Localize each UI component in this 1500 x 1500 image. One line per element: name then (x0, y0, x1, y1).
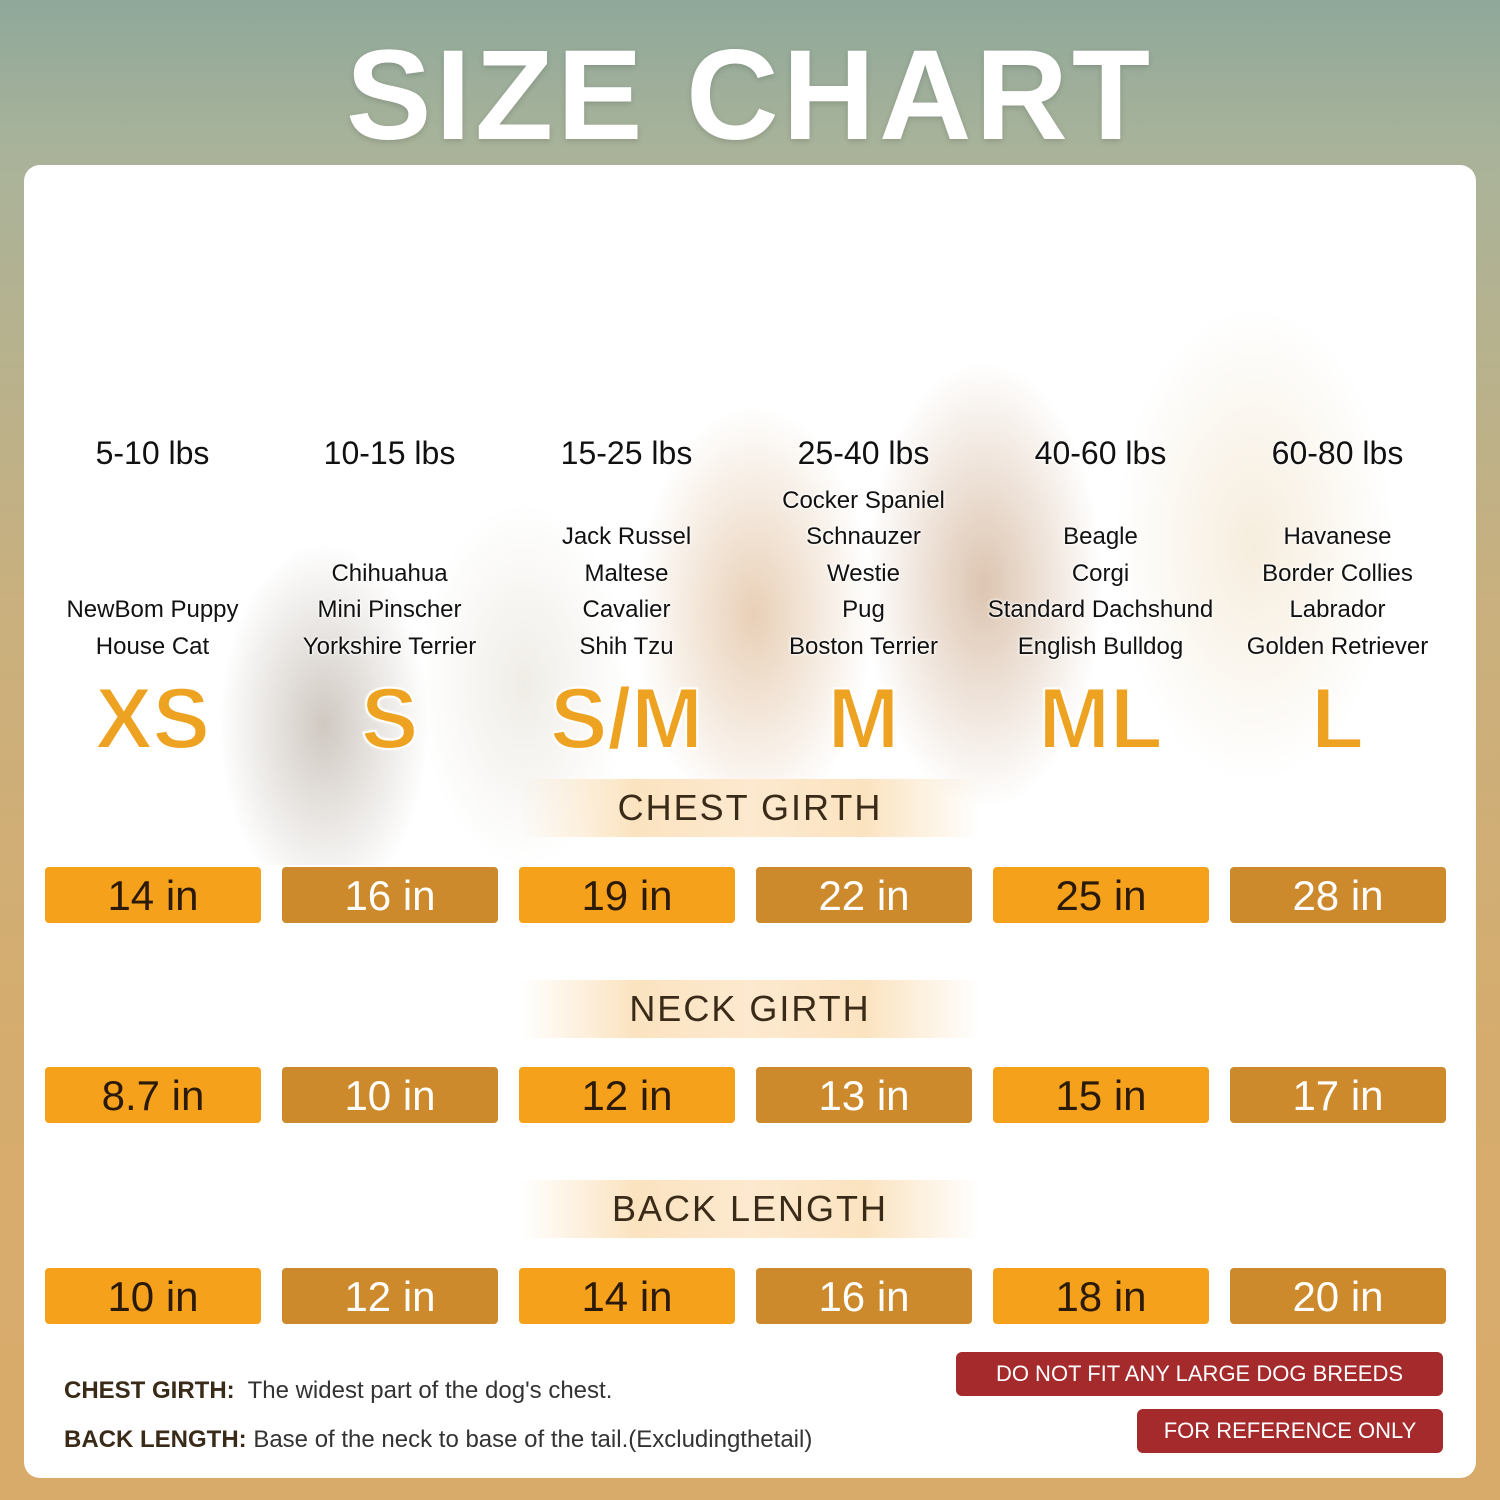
breed-list: Cocker Spaniel Schnauzer Westie Pug Boston T… (745, 485, 982, 665)
note-text: The widest part of the dog's chest. (247, 1377, 613, 1404)
breed-list: NewBom Puppy House Cat (34, 485, 271, 665)
large-breed-warning: DO NOT FIT ANY LARGE DOG BREEDS (956, 1352, 1443, 1396)
breed-name: Schnauzer (806, 523, 921, 550)
breed-name: Yorkshire Terrier (302, 632, 477, 660)
neck-value: 17 in (1230, 1067, 1446, 1123)
chest-value: 14 in (45, 867, 261, 923)
breed-name: Jack Russel (561, 523, 692, 550)
size-label: S/M (549, 670, 704, 768)
weight-range: 25-40 lbs (797, 435, 930, 471)
chest-girth-note: CHEST GIRTH: The widest part of the dog'… (64, 1377, 612, 1405)
breed-list: Chihuahua Mini Pinscher Yorkshire Terrier (271, 485, 508, 665)
back-length-note: BACK LENGTH: Base of the neck to base of… (64, 1426, 812, 1454)
size-label: ML (1037, 670, 1163, 768)
chest-value: 25 in (993, 867, 1209, 923)
chest-value: 22 in (756, 867, 972, 923)
weight-range: 15-25 lbs (560, 435, 693, 471)
breed-name: Labrador (1289, 596, 1386, 623)
breed-name: Golden Retriever (1246, 632, 1429, 660)
weight-range: 40-60 lbs (1034, 435, 1167, 471)
breed-list: Havanese Border Collies Labrador Golden Ret… (1219, 485, 1456, 665)
note-label: BACK LENGTH: (64, 1426, 247, 1453)
weight-range: 10-15 lbs (323, 435, 456, 471)
breed-name: English Bulldog (1017, 632, 1184, 660)
breed-name: Cocker Spaniel (782, 486, 945, 514)
breed-name: Border Collies (1262, 559, 1413, 587)
breed-name: Chihuahua (331, 559, 448, 587)
size-label: XS (94, 670, 211, 768)
breed-name: Cavalier (582, 596, 671, 623)
breed-name: Boston Terrier (789, 632, 938, 660)
back-value: 18 in (993, 1268, 1209, 1324)
chest-value: 28 in (1230, 867, 1446, 923)
neck-value: 8.7 in (45, 1067, 261, 1123)
back-value: 12 in (282, 1268, 498, 1324)
back-value: 10 in (45, 1268, 261, 1324)
breed-name: NewBom Puppy (66, 596, 239, 623)
note-text: Base of the neck to base of the tail.(Ex… (253, 1426, 813, 1453)
neck-value: 12 in (519, 1067, 735, 1123)
dogs-image (24, 165, 1476, 865)
breed-name: House Cat (95, 632, 210, 660)
back-value: 16 in (756, 1268, 972, 1324)
neck-value: 13 in (756, 1067, 972, 1123)
size-chart-card: 5-10 lbs NewBom Puppy House Cat XS 10-15 lbs… (24, 165, 1476, 1478)
breed-list: Jack Russel Maltese Cavalier Shih Tzu (508, 485, 745, 665)
chest-value: 16 in (282, 867, 498, 923)
size-label: M (827, 670, 901, 768)
breed-name: Corgi (1071, 559, 1130, 587)
breed-name: Shih Tzu (579, 632, 674, 660)
neck-value: 10 in (282, 1067, 498, 1123)
back-value: 20 in (1230, 1268, 1446, 1324)
page-title: SIZE CHART (346, 24, 1154, 167)
breed-list: Beagle Corgi Standard Dachshund English Bul… (982, 485, 1219, 665)
breed-name: Westie (827, 559, 900, 587)
weight-range: 60-80 lbs (1271, 435, 1404, 471)
breed-name: Maltese (584, 559, 669, 587)
breed-name: Havanese (1283, 523, 1392, 550)
note-label: CHEST GIRTH: (64, 1377, 235, 1404)
back-value: 14 in (519, 1268, 735, 1324)
chest-girth-heading: CHEST GIRTH (520, 779, 980, 837)
size-label: L (1310, 670, 1365, 768)
size-label: S (360, 670, 419, 768)
chest-value: 19 in (519, 867, 735, 923)
neck-value: 15 in (993, 1067, 1209, 1123)
breed-name: Mini Pinscher (317, 596, 462, 623)
weight-range: 5-10 lbs (95, 435, 210, 471)
breed-name: Beagle (1063, 523, 1138, 550)
breed-name: Pug (842, 596, 885, 623)
neck-girth-heading: NECK GIRTH (520, 980, 980, 1038)
reference-only-badge: FOR REFERENCE ONLY (1137, 1409, 1443, 1453)
breed-name: Standard Dachshund (987, 596, 1214, 623)
back-length-heading: BACK LENGTH (520, 1180, 980, 1238)
